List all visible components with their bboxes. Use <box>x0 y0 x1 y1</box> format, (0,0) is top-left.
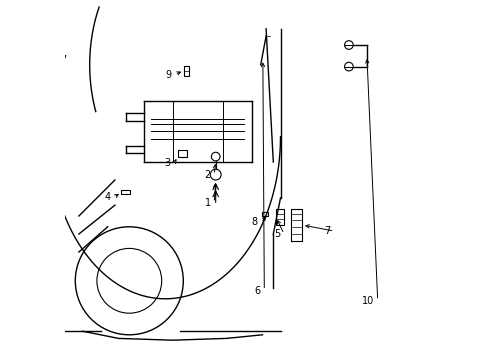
Text: 4: 4 <box>104 192 110 202</box>
Text: 1: 1 <box>204 198 210 208</box>
Text: 5: 5 <box>274 229 280 239</box>
Bar <box>121 190 130 194</box>
Text: 10: 10 <box>361 296 373 306</box>
Text: 2: 2 <box>204 170 210 180</box>
Text: 3: 3 <box>164 158 170 168</box>
Bar <box>183 66 189 76</box>
Text: 7: 7 <box>324 226 330 236</box>
Text: 6: 6 <box>254 285 260 296</box>
Bar <box>275 209 283 225</box>
Bar <box>261 212 268 216</box>
Text: 9: 9 <box>164 69 171 80</box>
Text: 8: 8 <box>251 217 257 228</box>
Bar <box>178 150 186 157</box>
